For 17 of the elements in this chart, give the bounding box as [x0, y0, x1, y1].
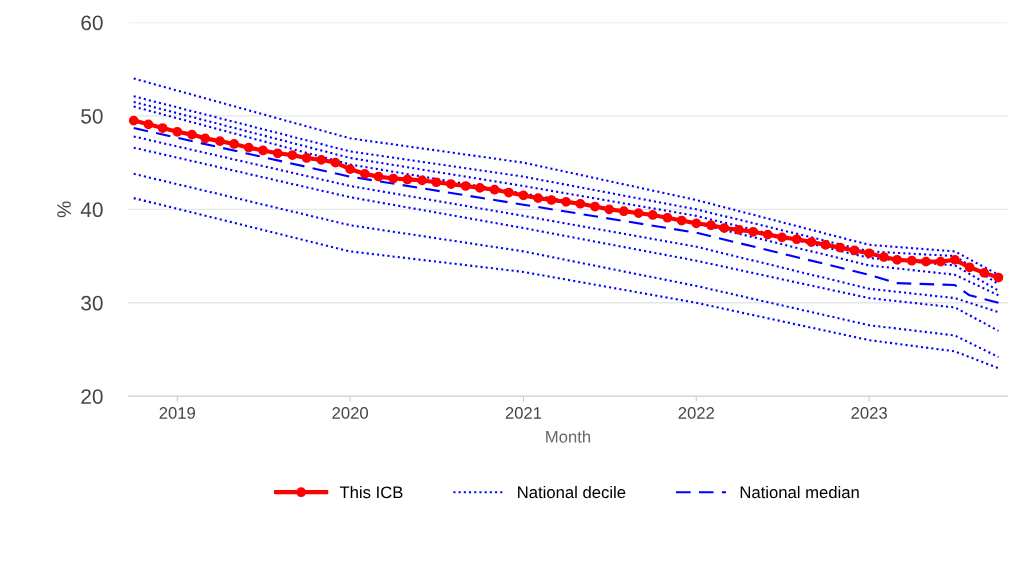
x-tick-label: 2022 [678, 407, 715, 419]
line-series [132, 197, 1000, 370]
legend-label: This ICB [339, 485, 403, 499]
y-tick-label: 30 [81, 295, 103, 311]
y-axis-title: % [57, 201, 71, 218]
y-tick-label: 20 [81, 389, 103, 404]
legend-label: National decile [518, 485, 626, 499]
y-tick-label: 50 [81, 108, 103, 124]
legend-label: National median [740, 485, 859, 499]
x-tick-label: 2019 [159, 407, 196, 419]
x-axis-title: Month [546, 430, 591, 443]
x-tick-label: 2023 [851, 407, 887, 419]
y-tick-label: 60 [81, 15, 103, 31]
y-tick-label: 40 [80, 202, 103, 218]
line-series [132, 172, 1000, 359]
x-tick-label: 2020 [332, 407, 369, 419]
x-tick-label: 2021 [505, 407, 542, 419]
